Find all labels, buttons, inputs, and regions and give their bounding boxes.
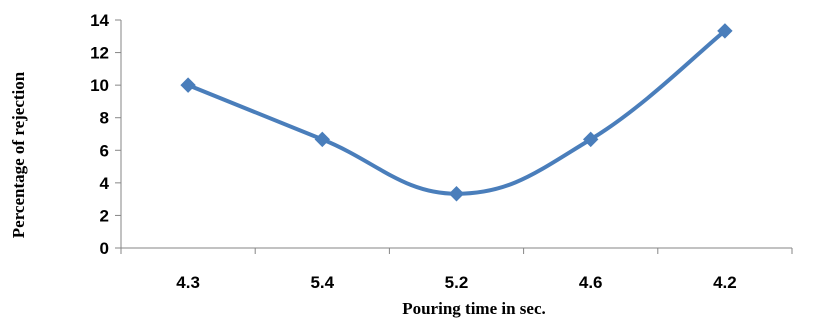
data-point-marker (448, 186, 465, 202)
y-tick-label: 4 (100, 174, 110, 193)
x-tick-label: 4.6 (579, 273, 603, 292)
y-axis-title: Percentage of rejection (9, 71, 28, 238)
x-axis-ticks: 4.3 5.4 5.2 4.6 4.2 (120, 248, 793, 292)
x-axis-title: Pouring time in sec. (402, 299, 546, 318)
plot-area (180, 23, 733, 202)
y-tick-label: 14 (90, 11, 109, 30)
x-tick-label: 5.2 (445, 273, 469, 292)
x-tick-label: 5.4 (310, 273, 334, 292)
data-point-marker (314, 131, 331, 148)
y-tick-label: 6 (100, 141, 109, 160)
x-tick-label: 4.3 (176, 273, 200, 292)
data-point-marker (180, 77, 196, 93)
y-tick-label: 10 (90, 76, 109, 95)
x-tick-label: 4.2 (713, 273, 737, 292)
y-tick-label: 12 (90, 44, 109, 63)
data-point-marker (717, 23, 733, 39)
y-axis-ticks: 0 2 4 6 8 10 12 14 (90, 11, 121, 258)
y-tick-label: 0 (100, 239, 109, 258)
series-line (186, 28, 727, 196)
y-tick-label: 2 (100, 206, 109, 225)
data-point-marker (582, 131, 599, 148)
y-tick-label: 8 (100, 109, 109, 128)
